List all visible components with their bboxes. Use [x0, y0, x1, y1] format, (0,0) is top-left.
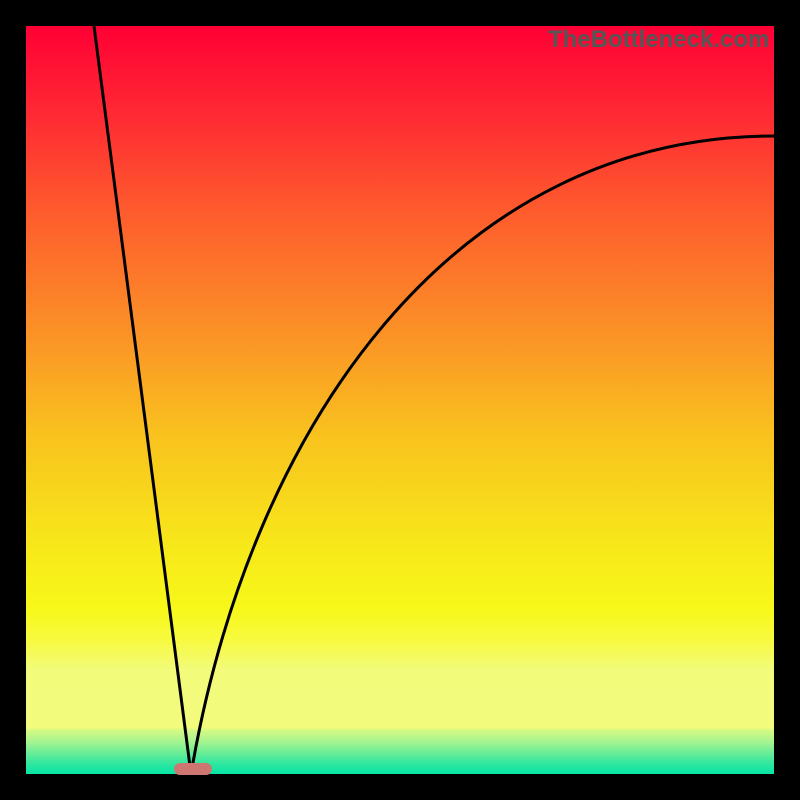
gradient-background — [26, 26, 774, 774]
chart-canvas: TheBottleneck.com — [0, 0, 800, 800]
optimum-marker — [174, 763, 212, 775]
plot-area — [26, 26, 774, 774]
attribution-watermark: TheBottleneck.com — [548, 26, 769, 54]
